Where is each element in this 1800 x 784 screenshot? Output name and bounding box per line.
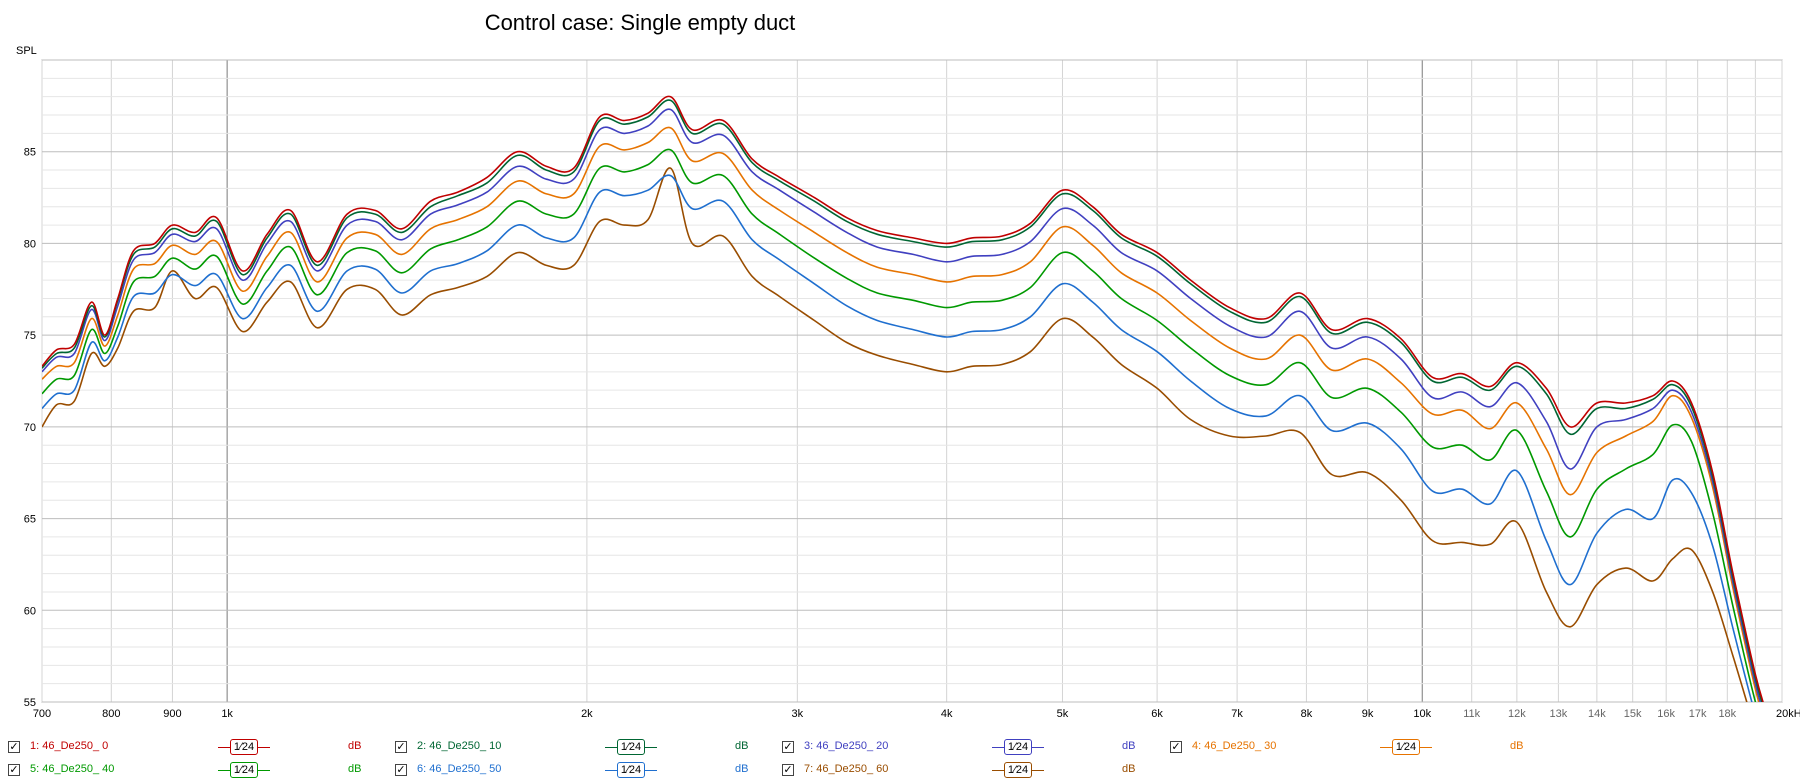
x-tick-label: 9k	[1362, 708, 1374, 720]
legend-item-6[interactable]: ✓ 6: 46_De250_ 50 1⁄24 dB	[395, 761, 755, 781]
series-line-3	[42, 108, 1762, 702]
y-tick-label: 85	[24, 147, 36, 159]
checkbox-icon[interactable]: ✓	[8, 763, 20, 776]
x-tick-label: 20kHz	[1776, 708, 1800, 720]
series-line-4	[42, 126, 1760, 702]
legend-label: 2: 46_De250_ 10	[417, 740, 502, 752]
legend-item-3[interactable]: ✓ 3: 46_De250_ 20 1⁄24 dB	[782, 738, 1142, 758]
y-tick-labels: 55 60 65 70 75 80 85	[24, 147, 36, 709]
x-tick-label: 16k	[1657, 708, 1675, 720]
checkbox-icon[interactable]: ✓	[1170, 740, 1182, 753]
smoothing-button[interactable]: 1⁄24	[218, 738, 270, 756]
x-tick-label: 10k	[1413, 708, 1431, 720]
x-tick-labels: 700 800 900 1k 2k 3k 4k 5k 6k 7k 8k 9k 10k 11k 12k 13k 1…	[33, 708, 1800, 720]
smoothing-button[interactable]: 1⁄24	[218, 761, 270, 779]
x-tick-label: 6k	[1151, 708, 1163, 720]
x-tick-label: 12k	[1508, 708, 1526, 720]
x-tick-label: 800	[102, 708, 120, 720]
unit-label: dB	[1122, 740, 1136, 752]
chart-title: Control case: Single empty duct	[485, 10, 796, 35]
checkbox-icon[interactable]: ✓	[782, 740, 794, 753]
unit-label: dB	[735, 740, 749, 752]
legend-item-2[interactable]: ✓ 2: 46_De250_ 10 1⁄24 dB	[395, 738, 755, 758]
checkbox-icon[interactable]: ✓	[782, 763, 794, 776]
x-tick-label: 1k	[221, 708, 233, 720]
y-tick-label: 65	[24, 514, 36, 526]
x-tick-label: 18k	[1718, 708, 1736, 720]
checkbox-icon[interactable]: ✓	[395, 763, 407, 776]
grid-lines	[41, 59, 1783, 703]
frequency-response-chart: Control case: Single empty duct SPL 55 60…	[16, 10, 1800, 720]
x-tick-label: 14k	[1588, 708, 1606, 720]
series-line-6	[42, 174, 1753, 702]
x-tick-label: 4k	[941, 708, 953, 720]
smoothing-button[interactable]: 1⁄24	[605, 738, 657, 756]
x-tick-label: 5k	[1057, 708, 1069, 720]
x-tick-label: 7k	[1231, 708, 1243, 720]
legend-label: 7: 46_De250_ 60	[804, 763, 889, 775]
x-tick-label: 17k	[1689, 708, 1707, 720]
legend-label: 3: 46_De250_ 20	[804, 740, 889, 752]
checkbox-icon[interactable]: ✓	[8, 740, 20, 753]
smoothing-button[interactable]: 1⁄24	[605, 761, 657, 779]
legend-label: 1: 46_De250_ 0	[30, 740, 109, 752]
legend-label: 6: 46_De250_ 50	[417, 763, 502, 775]
smoothing-button[interactable]: 1⁄24	[992, 761, 1044, 779]
legend: ✓ 1: 46_De250_ 0 1⁄24 dB ✓ 2: 46_De250_ …	[0, 734, 1800, 784]
legend-item-5[interactable]: ✓ 5: 46_De250_ 40 1⁄24 dB	[8, 761, 368, 781]
unit-label: dB	[1122, 763, 1136, 775]
x-tick-label: 2k	[581, 708, 593, 720]
series-lines	[42, 95, 1764, 702]
plot-frame	[41, 59, 1783, 703]
legend-item-7[interactable]: ✓ 7: 46_De250_ 60 1⁄24 dB	[782, 761, 1142, 781]
y-tick-label: 70	[24, 422, 36, 434]
series-line-2	[42, 99, 1763, 702]
x-tick-label: 900	[163, 708, 181, 720]
y-axis-label: SPL	[16, 45, 37, 57]
x-tick-label: 3k	[792, 708, 804, 720]
series-line-1	[42, 95, 1764, 702]
y-tick-label: 80	[24, 238, 36, 250]
smoothing-button[interactable]: 1⁄24	[1380, 738, 1432, 756]
y-tick-label: 55	[24, 697, 36, 709]
x-tick-label: 13k	[1550, 708, 1568, 720]
legend-label: 4: 46_De250_ 30	[1192, 740, 1277, 752]
series-line-7	[42, 167, 1748, 702]
legend-item-1[interactable]: ✓ 1: 46_De250_ 0 1⁄24 dB	[8, 738, 368, 758]
series-line-5	[42, 148, 1757, 702]
x-tick-label: 11k	[1463, 708, 1480, 720]
legend-item-4[interactable]: ✓ 4: 46_De250_ 30 1⁄24 dB	[1170, 738, 1530, 758]
unit-label: dB	[348, 763, 362, 775]
smoothing-button[interactable]: 1⁄24	[992, 738, 1044, 756]
checkbox-icon[interactable]: ✓	[395, 740, 407, 753]
unit-label: dB	[1510, 740, 1524, 752]
y-tick-label: 60	[24, 605, 36, 617]
x-tick-label: 700	[33, 708, 51, 720]
unit-label: dB	[735, 763, 749, 775]
legend-label: 5: 46_De250_ 40	[30, 763, 115, 775]
y-tick-label: 75	[24, 330, 36, 342]
x-tick-label: 8k	[1301, 708, 1313, 720]
x-tick-label: 15k	[1624, 708, 1642, 720]
unit-label: dB	[348, 740, 362, 752]
